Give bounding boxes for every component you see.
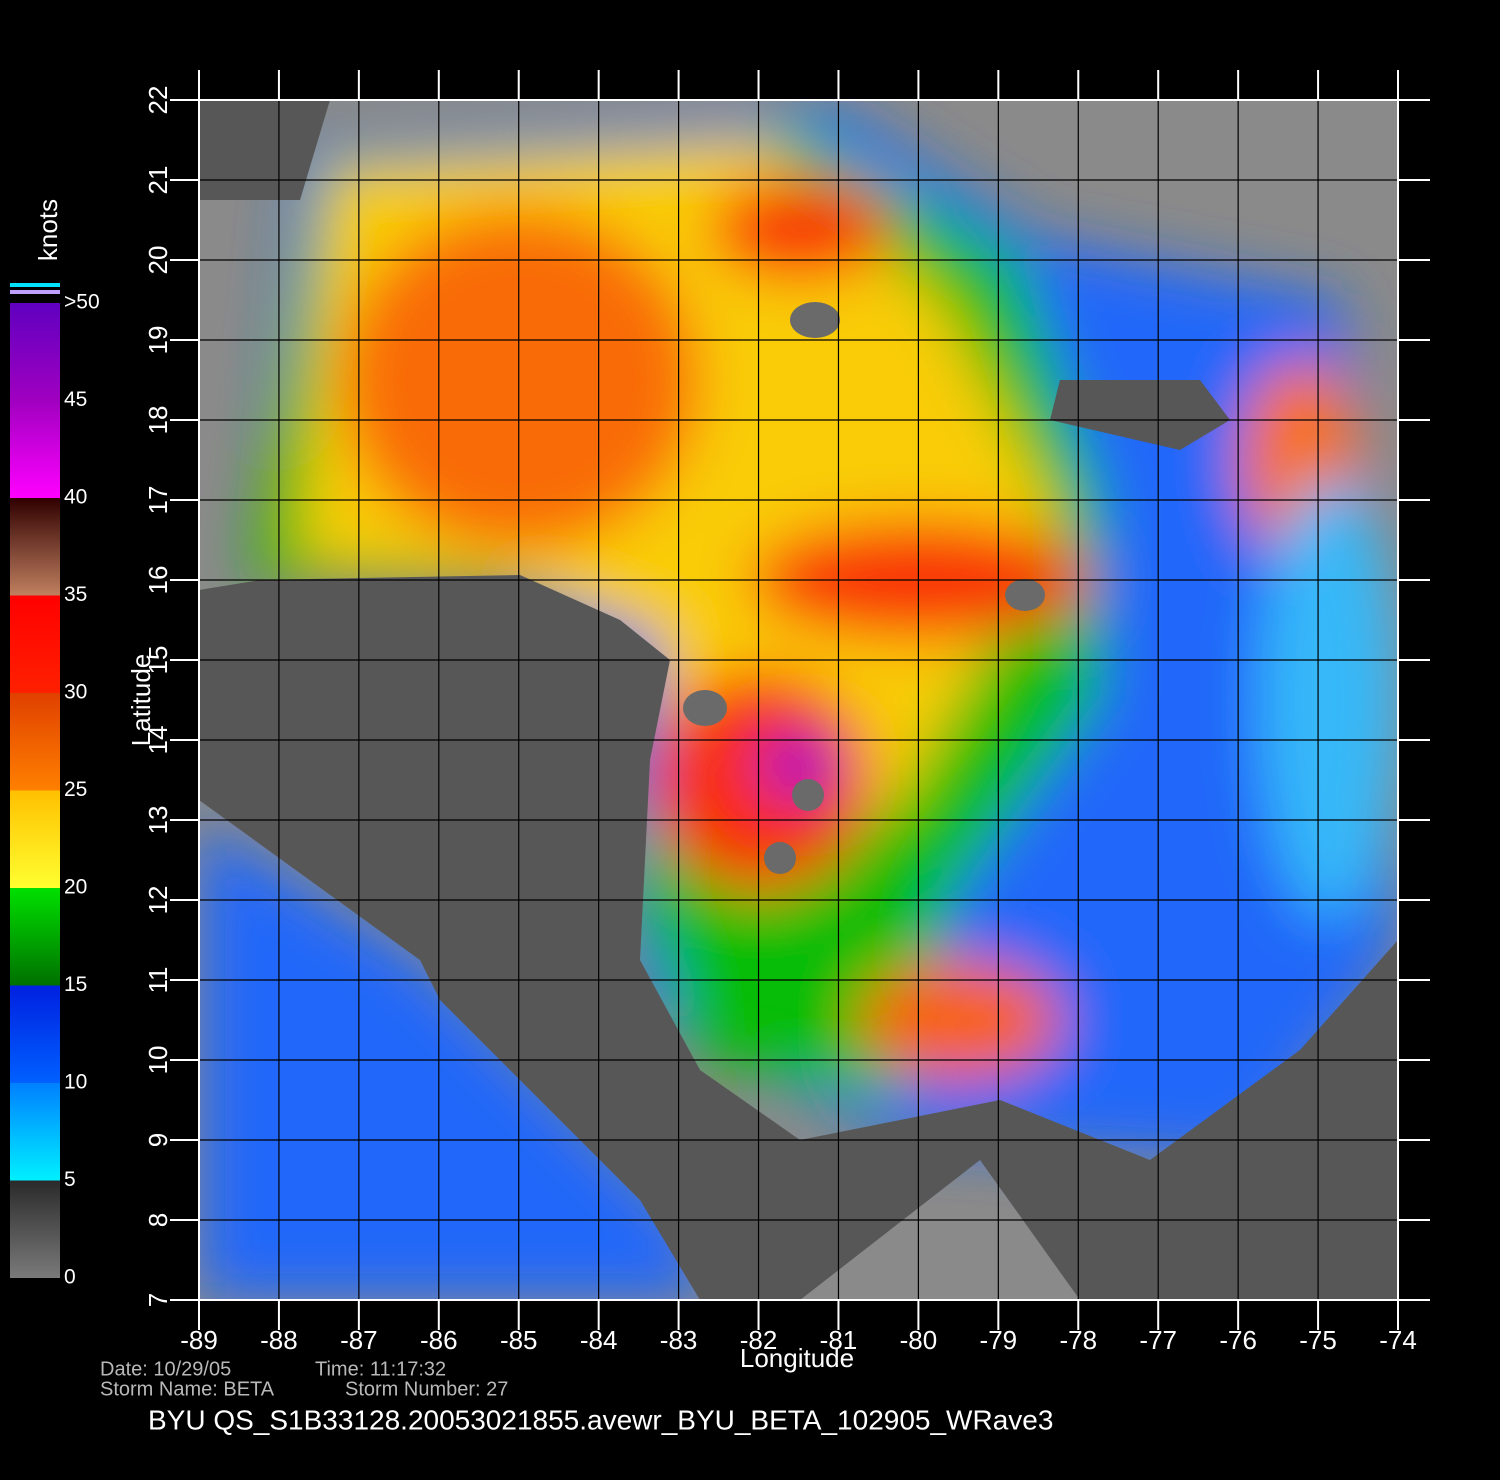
y-tick-label: 12 — [143, 886, 173, 915]
x-tick-label: -78 — [1059, 1325, 1097, 1355]
x-tick-label: -87 — [340, 1325, 378, 1355]
y-tick-label: 18 — [143, 406, 173, 435]
y-tick-label: 19 — [143, 326, 173, 355]
x-tick-label: -79 — [980, 1325, 1018, 1355]
y-axis-label: Latitude — [126, 654, 156, 747]
y-tick-label: 9 — [143, 1133, 173, 1147]
colorbar-tick-label: 5 — [64, 1168, 76, 1191]
colorbar-label: knots — [33, 199, 63, 261]
colorbar-tick-label: >50 — [64, 291, 100, 314]
storm-name: Storm Name: BETA — [100, 1378, 275, 1400]
x-tick-label: -83 — [660, 1325, 698, 1355]
x-axis-label: Longitude — [740, 1343, 854, 1373]
colorbar-tick-label: 40 — [64, 486, 87, 509]
time: Time: 11:17:32 — [315, 1358, 446, 1380]
y-tick-label: 13 — [143, 806, 173, 835]
x-tick-label: -75 — [1299, 1325, 1337, 1355]
x-tick-label: -88 — [260, 1325, 298, 1355]
x-tick-label: -80 — [900, 1325, 938, 1355]
colorbar-tick-label: 25 — [64, 778, 87, 801]
colorbar-tick-label: 10 — [64, 1071, 87, 1094]
y-tick-label: 11 — [143, 967, 173, 994]
x-tick-label: -89 — [180, 1325, 218, 1355]
x-tick-label: -82 — [740, 1325, 778, 1355]
colorbar-tick-label: 15 — [64, 973, 87, 996]
colorbar-tick-label: 45 — [64, 388, 87, 411]
y-tick-label: 16 — [143, 566, 173, 595]
x-tick-label: -81 — [820, 1325, 858, 1355]
colorbar-cap — [10, 283, 60, 287]
colorbar-tick-label: 35 — [64, 583, 87, 606]
colorbar-tick-label: 30 — [64, 681, 87, 704]
colorbar — [10, 303, 60, 1278]
storm-number: Storm Number: 27 — [345, 1378, 508, 1400]
y-tick-label: 21 — [143, 166, 173, 195]
date: Date: 10/29/05 — [100, 1358, 231, 1380]
y-tick-label: 10 — [143, 1046, 173, 1075]
plot-frame — [198, 99, 1399, 1301]
x-tick-label: -84 — [580, 1325, 618, 1355]
colorbar-tick-label: 20 — [64, 876, 87, 899]
x-tick-label: -86 — [420, 1325, 458, 1355]
footer-title: BYU QS_S1B33128.20053021855.avewr_BYU_BE… — [148, 1404, 1053, 1435]
y-tick-label: 20 — [143, 246, 173, 275]
x-tick-label: -85 — [500, 1325, 538, 1355]
y-tick-label: 8 — [143, 1213, 173, 1227]
y-tick-label: 22 — [143, 86, 173, 115]
map-image — [199, 100, 1398, 1300]
y-tick-label: 7 — [143, 1293, 173, 1307]
x-tick-label: -76 — [1219, 1325, 1257, 1355]
y-tick-label: 17 — [143, 486, 173, 515]
y-tick-label: 15 — [143, 646, 173, 675]
colorbar-cap — [10, 290, 60, 294]
x-tick-label: -74 — [1379, 1325, 1417, 1355]
y-tick-label: 14 — [143, 726, 173, 755]
colorbar-tick-label: 0 — [64, 1266, 76, 1289]
x-tick-label: -77 — [1139, 1325, 1177, 1355]
